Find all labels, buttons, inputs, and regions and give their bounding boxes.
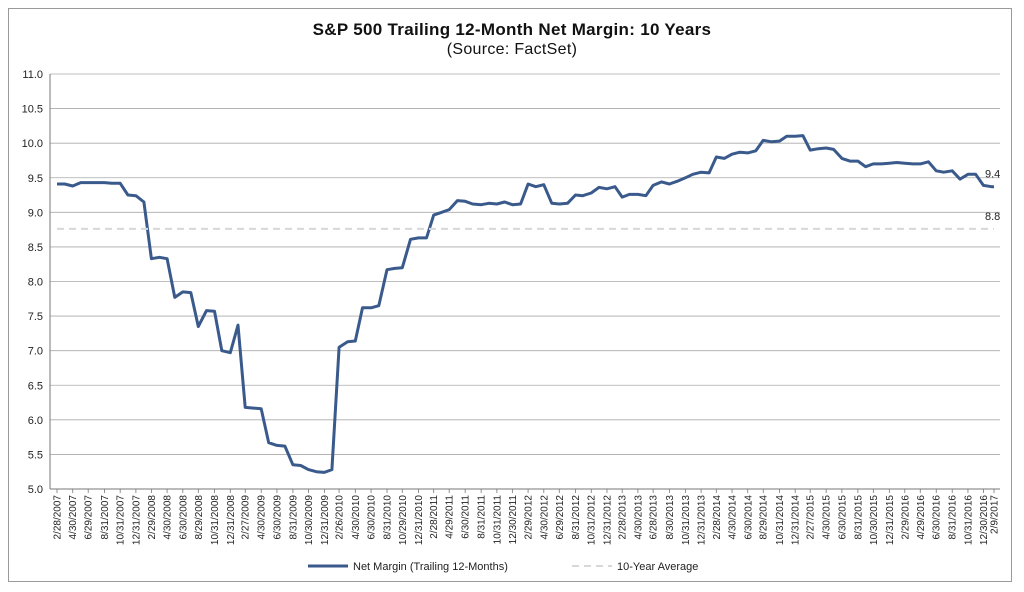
x-tick-label: 6/30/2011: [461, 495, 472, 539]
y-tick-label: 8.5: [28, 242, 43, 254]
x-tick-label: 4/30/2012: [539, 495, 550, 540]
legend: Net Margin (Trailing 12-Months) 10-Year A…: [308, 561, 698, 573]
y-tick-label: 6.5: [28, 380, 43, 392]
x-tick-label: 10/31/2013: [681, 495, 692, 545]
x-tick-label: 4/29/2016: [916, 495, 927, 540]
legend-label-average: 10-Year Average: [617, 561, 698, 573]
x-tick-label: 2/28/2011: [429, 495, 440, 539]
y-tick-label: 7.5: [28, 311, 43, 323]
x-tick-label: 4/29/2011: [445, 495, 456, 539]
x-tick-label: 2/29/2012: [524, 495, 535, 540]
x-tick-label: 8/31/2011: [477, 495, 488, 539]
x-tick-label: 2/29/2016: [900, 495, 911, 540]
x-tick-label: 2/28/2013: [618, 495, 629, 540]
x-tick-label: 2/27/2015: [806, 495, 817, 540]
y-tick-label: 10.5: [22, 104, 43, 116]
x-tick-label: 8/31/2009: [288, 495, 299, 540]
x-tick-label: 10/31/2007: [116, 495, 127, 545]
x-tick-label: 8/31/2015: [853, 495, 864, 540]
x-tick-label: 4/30/2013: [633, 495, 644, 540]
x-axis-tick-labels: 2/28/2007 4/30/2007 6/29/2007 8/31/2007 10/3…: [53, 489, 1001, 545]
x-tick-label: 12/31/2008: [226, 495, 237, 545]
x-tick-label: 10/30/2009: [304, 495, 315, 545]
x-tick-label: 12/30/2011: [508, 495, 519, 545]
x-tick-label: 2/28/2014: [712, 495, 723, 540]
x-tick-label: 12/31/2009: [320, 495, 331, 545]
x-tick-label: 4/30/2015: [822, 495, 833, 540]
x-tick-label: 8/31/2016: [948, 495, 959, 540]
x-tick-label: 4/30/2009: [257, 495, 268, 540]
x-tick-label: 2/29/2008: [147, 495, 158, 540]
end-labels: 9.4 8.8: [985, 169, 1000, 223]
y-tick-label: 8.0: [28, 277, 43, 289]
x-tick-label: 8/31/2007: [100, 495, 111, 540]
x-tick-label: 10/31/2012: [587, 495, 598, 545]
y-tick-label: 5.5: [28, 449, 43, 461]
y-tick-label: 9.5: [28, 173, 43, 185]
x-tick-label: 10/31/2008: [210, 495, 221, 545]
x-tick-label: 6/30/2009: [272, 495, 283, 540]
series-group: [57, 134, 994, 474]
x-tick-label: 10/31/2014: [775, 495, 786, 545]
x-tick-label: 12/31/2012: [603, 495, 614, 545]
y-tick-label: 7.0: [28, 346, 43, 358]
x-tick-label: 6/28/2013: [649, 495, 660, 540]
x-tick-label: 6/29/2012: [555, 495, 566, 540]
x-tick-label: 12/31/2013: [697, 495, 708, 545]
x-tick-label: 6/30/2008: [178, 495, 189, 540]
x-tick-label: 8/31/2012: [571, 495, 582, 540]
net-margin-series-line: [57, 134, 994, 474]
x-tick-label: 2/27/2009: [241, 495, 252, 540]
x-tick-label: 8/29/2014: [759, 495, 770, 540]
x-tick-label: 2/9/2017: [990, 495, 1001, 534]
x-tick-label: 6/30/2014: [743, 495, 754, 540]
chart-subtitle: (Source: FactSet): [446, 41, 578, 58]
x-tick-label: 4/30/2010: [351, 495, 362, 540]
x-tick-label: 12/31/2015: [885, 495, 896, 545]
chart-title: S&P 500 Trailing 12-Month Net Margin: 10…: [312, 20, 712, 39]
x-tick-label: 12/31/2014: [791, 495, 802, 545]
y-tick-label: 10.0: [22, 138, 43, 150]
x-tick-label: 6/30/2015: [837, 495, 848, 540]
x-tick-label: 12/30/2016: [979, 495, 990, 545]
x-tick-label: 10/31/2016: [964, 495, 975, 545]
y-tick-label: 6.0: [28, 415, 43, 427]
y-tick-label: 11.0: [22, 69, 43, 81]
x-tick-label: 4/30/2007: [68, 495, 79, 540]
x-tick-label: 4/30/2014: [728, 495, 739, 540]
x-tick-label: 8/30/2013: [665, 495, 676, 540]
x-tick-label: 8/29/2008: [194, 495, 205, 540]
x-tick-label: 12/31/2010: [414, 495, 425, 545]
y-tick-label: 9.0: [28, 207, 43, 219]
x-tick-label: 10/30/2015: [869, 495, 880, 545]
x-tick-label: 10/29/2010: [398, 495, 409, 545]
x-tick-label: 6/29/2007: [84, 495, 95, 540]
x-tick-label: 2/28/2007: [53, 495, 64, 540]
x-tick-label: 12/31/2007: [131, 495, 142, 545]
x-tick-label: 2/26/2010: [335, 495, 346, 540]
ten-year-average-end-label: 8.8: [985, 211, 1000, 223]
y-tick-label: 5.0: [28, 484, 43, 496]
net-margin-end-label: 9.4: [985, 169, 1000, 181]
x-tick-label: 6/30/2016: [932, 495, 943, 540]
y-axis-tick-labels: 5.0 5.5 6.0 6.5 7.0 7.5 8.0 8.5 9.0 9.5 10.0 10.5 11…: [22, 69, 43, 496]
legend-label-net-margin: Net Margin (Trailing 12-Months): [353, 561, 508, 573]
grid-lines: [49, 73, 1000, 490]
x-tick-label: 6/30/2010: [367, 495, 378, 540]
x-tick-label: 4/30/2008: [163, 495, 174, 540]
x-tick-label: 10/31/2011: [492, 495, 503, 545]
x-tick-label: 8/31/2010: [383, 495, 394, 540]
